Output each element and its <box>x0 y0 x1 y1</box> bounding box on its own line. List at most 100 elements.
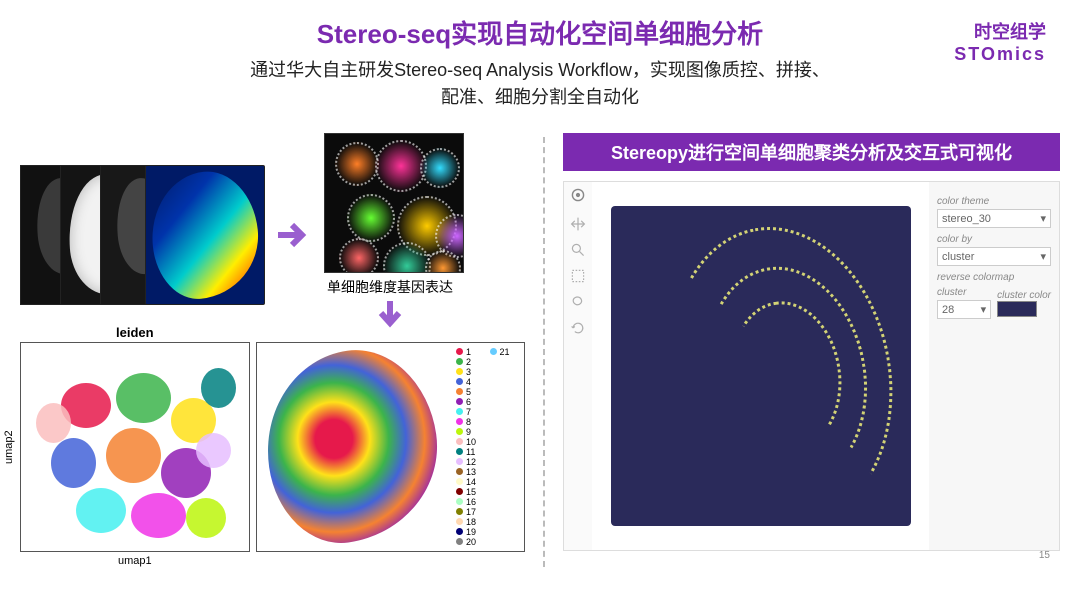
theme-select[interactable]: stereo_30 ▾ <box>937 209 1051 228</box>
legend-label: 9 <box>466 427 471 437</box>
umap-cluster <box>36 403 71 443</box>
legend-swatch <box>456 448 463 455</box>
umap-ylabel: umap2 <box>3 343 15 551</box>
legend-label: 3 <box>466 367 471 377</box>
viewer-controls: color theme stereo_30▾ color by cluster▾… <box>929 182 1059 550</box>
segmentation-caption: 单细胞维度基因表达 <box>316 277 464 297</box>
legend-item: 6 <box>456 397 489 406</box>
cell-blob <box>347 194 395 242</box>
chevron-down-icon: ▾ <box>1040 250 1046 263</box>
stereopy-column: Stereopy进行空间单细胞聚类分析及交互式可视化 color theme s… <box>563 127 1060 567</box>
legend-item: 9 <box>456 427 489 436</box>
legend-item: 13 <box>456 467 489 476</box>
legend-label: 18 <box>466 517 476 527</box>
box-select-icon[interactable] <box>570 268 586 284</box>
colorby-select[interactable]: cluster ▾ <box>937 247 1051 266</box>
umap-cluster <box>106 428 161 483</box>
legend-label: 11 <box>466 447 475 457</box>
legend-item: 4 <box>456 377 489 386</box>
legend-swatch <box>456 498 463 505</box>
logo-en: STOmics <box>954 44 1046 65</box>
content-area: 单细胞维度基因表达 leiden umap2 umap1 12345678910… <box>0 117 1080 587</box>
legend-label: 7 <box>466 407 471 417</box>
umap-cluster <box>51 438 96 488</box>
umap-cluster <box>116 373 171 423</box>
cluster-color-swatch[interactable] <box>997 301 1037 317</box>
image-stack <box>20 155 270 315</box>
legend-swatch <box>456 418 463 425</box>
legend-item: 7 <box>456 407 489 416</box>
pan-tool-icon[interactable] <box>570 216 586 232</box>
legend-label: 1 <box>466 347 471 357</box>
segmentation-block: 单细胞维度基因表达 <box>316 133 464 336</box>
legend-label: 14 <box>466 477 476 487</box>
umap-cluster <box>131 493 186 538</box>
legend-item: 5 <box>456 387 489 396</box>
cell-blob <box>420 148 460 188</box>
legend-swatch <box>456 468 463 475</box>
theme-value: stereo_30 <box>942 213 991 225</box>
legend-swatch <box>456 458 463 465</box>
legend-swatch <box>456 408 463 415</box>
umap-cluster <box>196 433 231 468</box>
legend-swatch <box>456 438 463 445</box>
arrow-down-icon <box>316 299 464 334</box>
legend-label: 16 <box>466 497 476 507</box>
colorby-value: cluster <box>942 251 974 263</box>
legend-swatch <box>456 348 463 355</box>
legend-swatch <box>456 398 463 405</box>
chevron-down-icon: ▾ <box>981 303 987 316</box>
legend-label: 8 <box>466 417 471 427</box>
arrow-right-icon <box>276 221 310 249</box>
legend-label: 5 <box>466 387 471 397</box>
reset-tool-icon[interactable] <box>570 320 586 336</box>
viewer-toolbar <box>564 182 592 550</box>
umap-title: leiden <box>21 325 249 340</box>
legend-item: 20 <box>456 537 489 546</box>
subtitle-line-1: 通过华大自主研发Stereo-seq Analysis Workflow，实现图… <box>250 60 830 80</box>
legend-item: 1 <box>456 347 489 356</box>
cluster-legend: 123456789101112131415161718192021 <box>454 343 524 551</box>
colorby-label: color by <box>937 234 1051 245</box>
cluster-label: cluster <box>937 287 991 298</box>
logo-cn: 时空组学 <box>954 18 1046 44</box>
legend-swatch <box>456 368 463 375</box>
spatial-panel: 123456789101112131415161718192021 <box>256 342 525 552</box>
column-divider <box>543 137 545 567</box>
footer-num: 15 <box>1039 550 1050 561</box>
cluster-value: 28 <box>942 304 954 316</box>
zoom-tool-icon[interactable] <box>570 242 586 258</box>
legend-swatch <box>456 518 463 525</box>
legend-item: 12 <box>456 457 489 466</box>
legend-label: 20 <box>466 537 476 547</box>
legend-label: 17 <box>466 507 476 517</box>
legend-item: 16 <box>456 497 489 506</box>
stereopy-banner: Stereopy进行空间单细胞聚类分析及交互式可视化 <box>563 133 1060 171</box>
legend-item: 3 <box>456 367 489 376</box>
viewer-canvas[interactable] <box>592 182 929 550</box>
legend-item: 18 <box>456 517 489 526</box>
bokeh-logo-icon <box>571 188 585 202</box>
legend-label: 13 <box>466 467 476 477</box>
legend-swatch <box>456 388 463 395</box>
swatch-label: cluster color <box>997 290 1051 301</box>
legend-swatch <box>456 358 463 365</box>
cell-blob <box>335 142 379 186</box>
legend-label: 19 <box>466 527 476 537</box>
legend-swatch <box>456 478 463 485</box>
cell-blob <box>339 238 379 273</box>
legend-item: 14 <box>456 477 489 486</box>
chevron-down-icon: ▾ <box>1040 212 1046 225</box>
spatial-visualization <box>611 206 911 526</box>
legend-label: 15 <box>466 487 476 497</box>
lasso-tool-icon[interactable] <box>570 294 586 310</box>
spatial-plot <box>257 343 454 551</box>
workflow-bottom-row: leiden umap2 umap1 123456789101112131415… <box>20 342 525 552</box>
legend-label: 12 <box>466 457 476 467</box>
cluster-select[interactable]: 28 ▾ <box>937 300 991 319</box>
umap-xlabel: umap1 <box>21 555 249 567</box>
legend-item: 2 <box>456 357 489 366</box>
slide-subtitle: 通过华大自主研发Stereo-seq Analysis Workflow，实现图… <box>30 57 1050 111</box>
legend-label: 21 <box>500 347 510 357</box>
legend-item: 8 <box>456 417 489 426</box>
